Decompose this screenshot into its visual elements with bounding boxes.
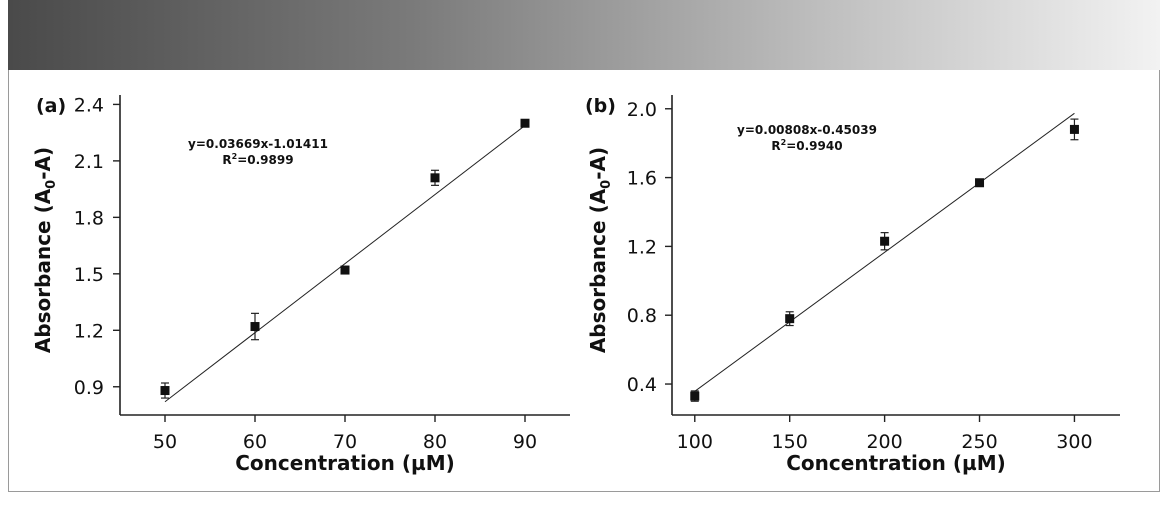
- y-axis-title-tail: -A): [586, 147, 610, 180]
- r-squared-label: R: [771, 139, 780, 153]
- data-point: [250, 322, 260, 332]
- y-tick-label: 1.2: [627, 236, 657, 258]
- x-tick-label: 80: [423, 431, 447, 453]
- data-point: [430, 173, 440, 183]
- x-axis-title: Concentration (µM): [235, 451, 455, 475]
- r-squared: R2=0.9940: [771, 138, 842, 153]
- fit-equation: y=0.03669x-1.01411: [188, 137, 328, 151]
- chart-panel-a: 0.9 1.2 1.5 1.8 2.1 2.4 50 60 70 80 90 (a) y=0.03669…: [31, 94, 570, 475]
- y-tick-label: 0.8: [627, 305, 657, 327]
- y-axis-title: Absorbance (A0-A): [586, 147, 614, 353]
- panel-label: (b): [585, 95, 616, 117]
- y-axis-title-main: Absorbance (A: [31, 188, 55, 353]
- data-point: [520, 118, 530, 128]
- y-axis-title-subscript: 0: [44, 180, 59, 189]
- fit-equation: y=0.00808x-0.45039: [737, 123, 877, 137]
- x-tick-label: 50: [153, 431, 177, 453]
- linear-fit-line: [164, 125, 526, 403]
- y-tick-label: 0.9: [74, 377, 104, 399]
- r-squared-superscript: 2: [232, 152, 238, 161]
- x-axis-title: Concentration (µM): [786, 451, 1006, 475]
- data-point: [785, 314, 795, 324]
- panel-label: (a): [36, 95, 66, 117]
- r-squared-label: R: [222, 153, 231, 167]
- y-axis-title-subscript: 0: [599, 180, 614, 189]
- data-point: [880, 236, 890, 246]
- r-squared-value: =0.9899: [237, 153, 293, 167]
- x-tick-label: 100: [677, 431, 713, 453]
- chart-panel-b: 0.4 0.8 1.2 1.6 2.0 100 150 200 250 300 (b) y=0.008…: [585, 95, 1120, 475]
- linear-fit-line: [694, 112, 1075, 392]
- x-tick-label: 300: [1056, 431, 1092, 453]
- y-axis-title: Absorbance (A0-A): [31, 147, 59, 353]
- data-point: [975, 178, 985, 188]
- data-point: [1069, 124, 1079, 134]
- x-tick-label: 90: [513, 431, 537, 453]
- y-tick-label: 2.1: [74, 151, 104, 173]
- data-point: [160, 386, 170, 396]
- x-tick-label: 70: [333, 431, 357, 453]
- y-tick-label: 1.6: [627, 168, 657, 190]
- x-tick-label: 200: [866, 431, 902, 453]
- y-axis-title-main: Absorbance (A: [586, 188, 610, 353]
- y-tick-label: 1.8: [74, 207, 104, 229]
- data-point: [340, 265, 350, 275]
- x-tick-label: 250: [961, 431, 997, 453]
- figure-frame: [8, 70, 1160, 492]
- y-tick-label: 0.4: [627, 374, 657, 396]
- data-point: [690, 391, 700, 401]
- x-tick-label: 60: [243, 431, 267, 453]
- y-tick-label: 2.0: [627, 99, 657, 121]
- r-squared-superscript: 2: [781, 138, 787, 147]
- x-tick-label: 150: [772, 431, 808, 453]
- y-tick-label: 1.2: [74, 320, 104, 342]
- header-banner: [8, 0, 1160, 70]
- y-axis-title-tail: -A): [31, 147, 55, 180]
- r-squared: R2=0.9899: [222, 152, 293, 167]
- y-tick-label: 2.4: [74, 94, 104, 116]
- y-tick-label: 1.5: [74, 264, 104, 286]
- r-squared-value: =0.9940: [786, 139, 842, 153]
